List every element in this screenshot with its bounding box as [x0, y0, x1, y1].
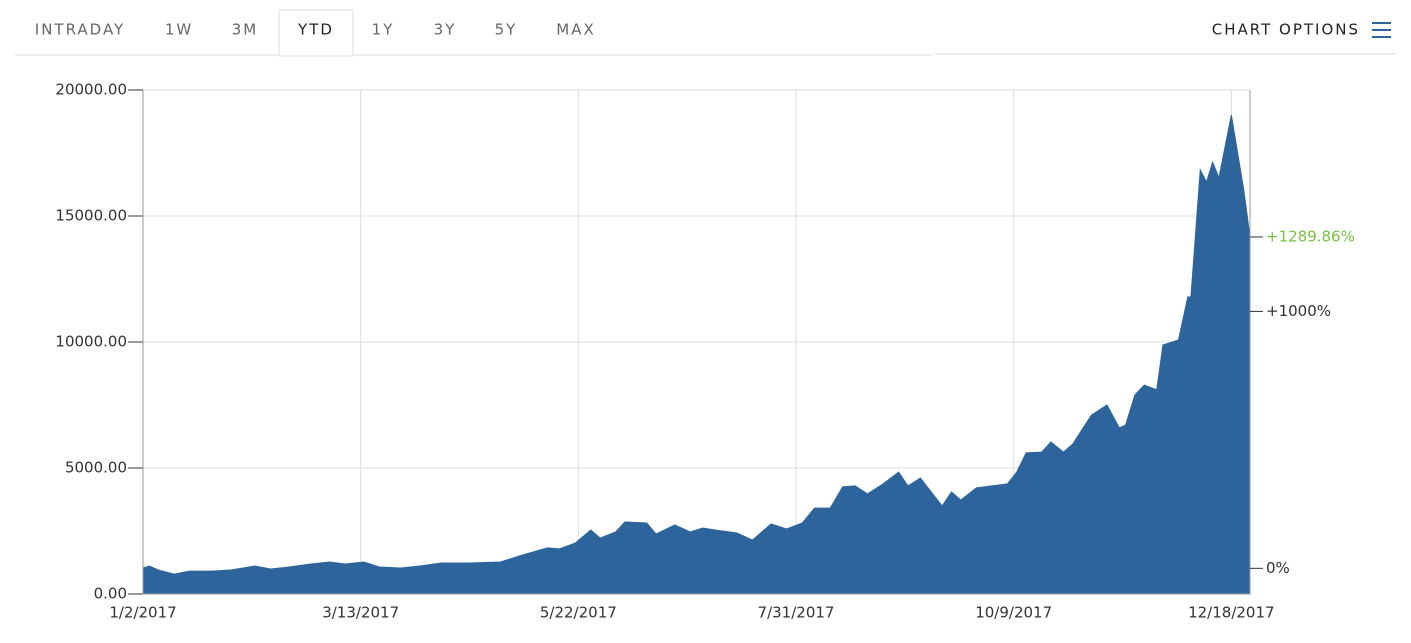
y-tick-label: 0.00: [94, 585, 127, 603]
tab[interactable]: YTD: [297, 21, 334, 39]
x-tick-label: 5/22/2017: [540, 604, 617, 622]
y2-tick-label: 0%: [1266, 559, 1290, 577]
x-tick-label: 1/2/2017: [109, 604, 176, 622]
selected-tab: [278, 9, 354, 57]
y2-tick-label: +1000%: [1266, 302, 1331, 320]
chart-options[interactable]: CHART OPTIONS: [1212, 21, 1360, 39]
x-tick-label: 3/13/2017: [322, 604, 399, 622]
tab[interactable]: 5Y: [495, 21, 518, 39]
x-tick-label: 10/9/2017: [975, 604, 1052, 622]
tab[interactable]: 1Y: [372, 21, 395, 39]
tab[interactable]: 3Y: [434, 21, 457, 39]
current-change-label: +1289.86%: [1266, 227, 1355, 245]
y-tick-label: 20000.00: [55, 81, 127, 99]
tab[interactable]: 3M: [232, 21, 259, 39]
x-tick-label: 12/18/2017: [1188, 604, 1274, 622]
y-tick-label: 5000.00: [65, 459, 127, 477]
tab[interactable]: 1W: [165, 21, 193, 39]
price-area: [142, 114, 1251, 595]
x-tick-label: 7/31/2017: [758, 604, 835, 622]
tab[interactable]: MAX: [556, 21, 595, 39]
menu-icon[interactable]: [1372, 22, 1391, 38]
y-tick-label: 15000.00: [55, 207, 127, 225]
y-tick-label: 10000.00: [55, 333, 127, 351]
tab[interactable]: INTRADAY: [35, 21, 125, 39]
